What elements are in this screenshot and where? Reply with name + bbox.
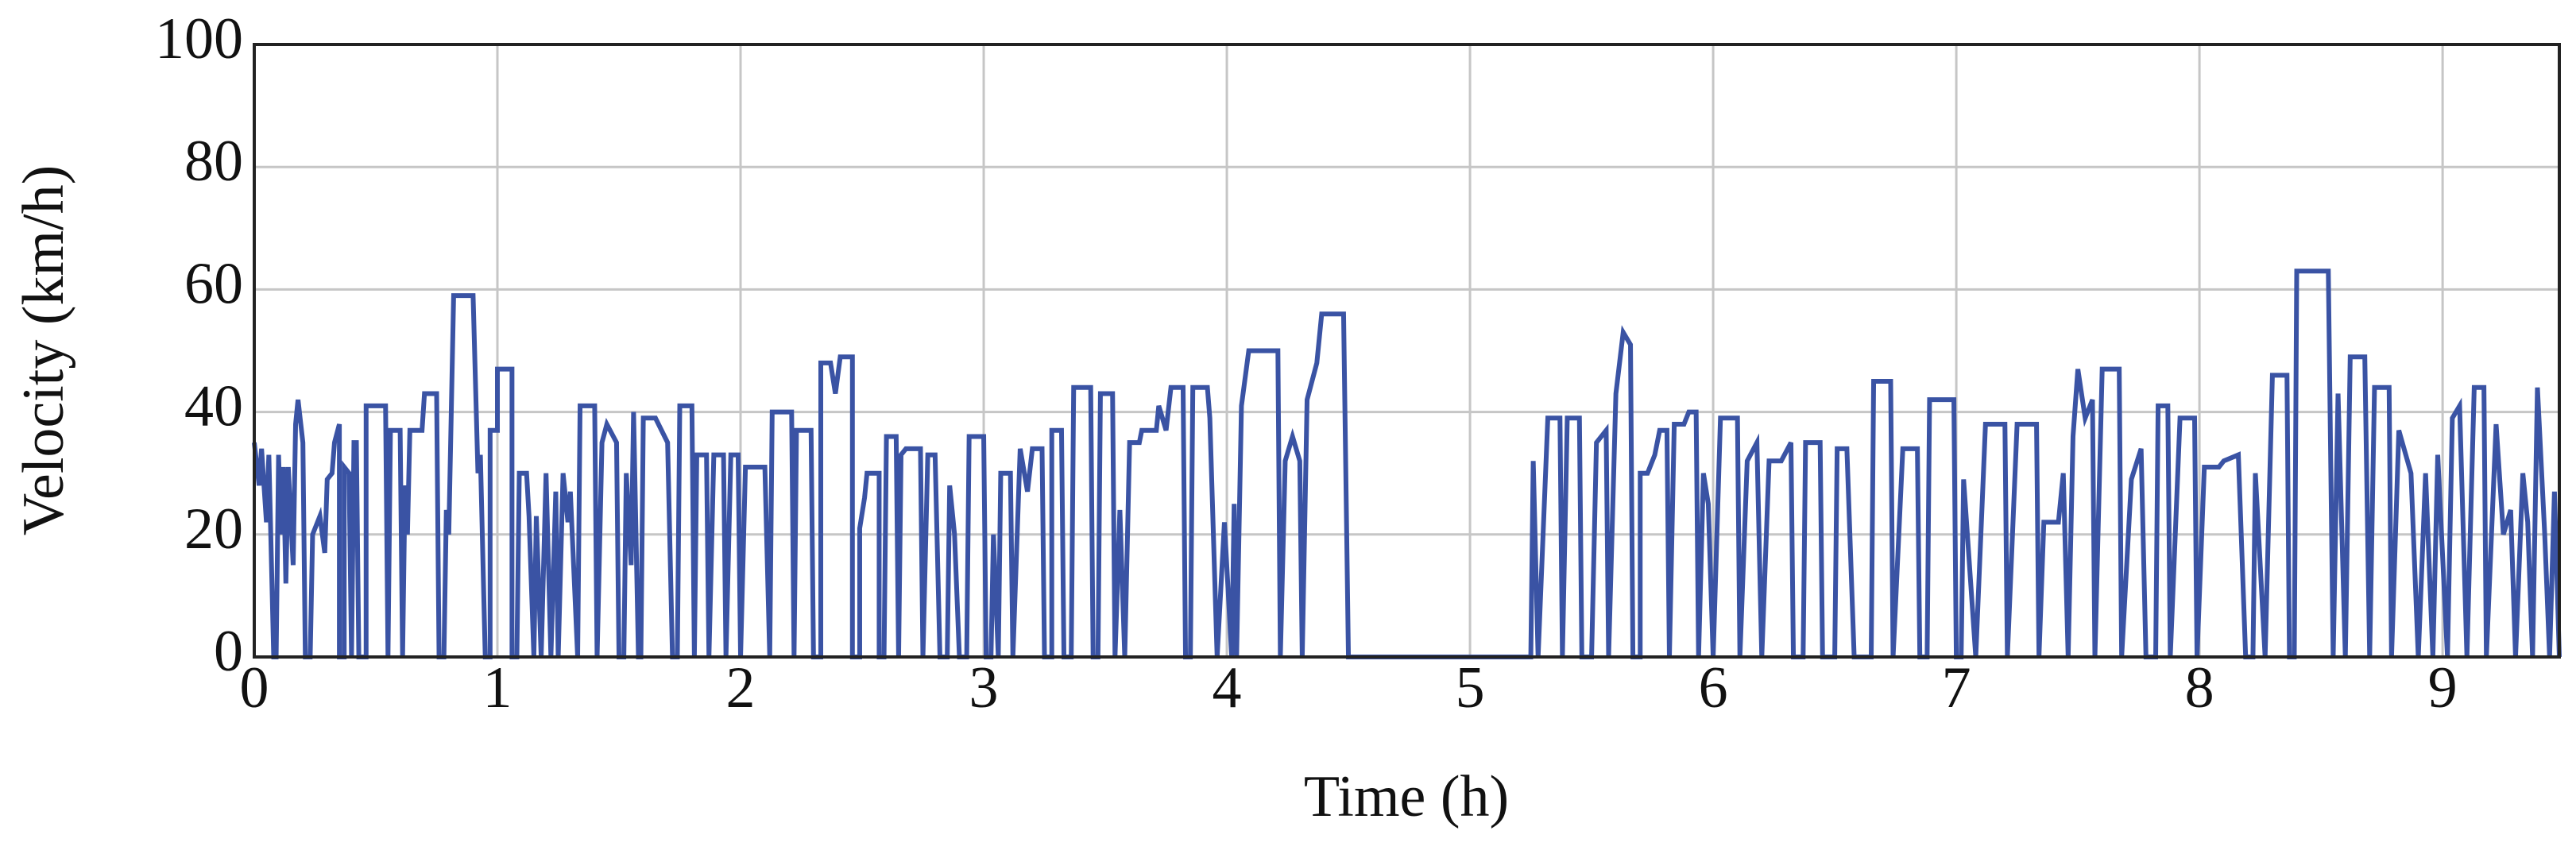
x-tick-label: 7 [1942,655,1971,721]
y-tick-label: 80 [184,129,243,194]
x-tick-label: 6 [1699,655,1728,721]
x-axis-label: Time (h) [1304,764,1509,829]
x-tick-label: 2 [726,655,756,721]
y-tick-label: 100 [155,6,243,71]
y-tick-label: 20 [184,496,243,562]
y-axis-label: Velocity (km/h) [11,165,76,536]
x-tick-label: 9 [2428,655,2458,721]
y-tick-label: 60 [184,251,243,316]
data [252,269,2562,659]
x-tick-label: 8 [2185,655,2214,721]
x-tick-label: 5 [1456,655,1485,721]
y-tick-label: 0 [214,619,243,684]
x-tick-label: 4 [1213,655,1242,721]
velocity-line [252,269,2562,659]
x-tick-label: 1 [483,655,512,721]
plot-frame [253,43,2561,659]
x-tick-label: 3 [969,655,999,721]
x-tick-label: 0 [240,655,269,721]
y-tick-label: 40 [184,374,243,439]
